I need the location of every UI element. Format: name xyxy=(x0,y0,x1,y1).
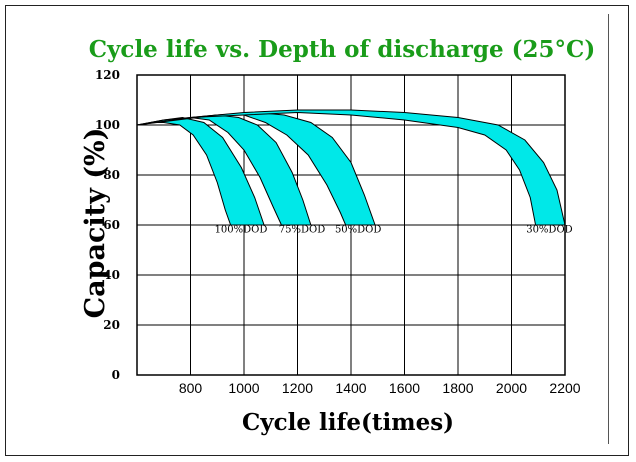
y-tick-label: 80 xyxy=(103,168,120,182)
y-tick-label: 20 xyxy=(103,318,120,332)
x-axis-label: Cycle life(times) xyxy=(242,409,454,436)
band-100pctdod xyxy=(136,116,265,226)
band-label: 30%DOD xyxy=(526,225,572,236)
x-tick-label: 1800 xyxy=(442,380,473,396)
frame-inner-line xyxy=(608,14,609,444)
x-tick-label: 2000 xyxy=(496,380,527,396)
y-tick-label: 0 xyxy=(112,368,120,382)
chart-frame xyxy=(5,5,629,456)
band-label: 100%DOD xyxy=(215,225,268,236)
y-tick-label: 40 xyxy=(103,268,120,282)
x-tick-label: 1400 xyxy=(335,380,366,396)
x-tick-label: 2200 xyxy=(549,380,580,396)
annotations: 100%DOD 75%DOD 50%DOD 30%DOD xyxy=(215,225,573,236)
y-tick-label: 100 xyxy=(95,118,120,132)
y-tick-label: 120 xyxy=(95,68,120,82)
x-tick-label: 1200 xyxy=(282,380,313,396)
y-axis-ticks: 0 20 40 60 80 100 120 xyxy=(95,68,120,382)
x-tick-label: 800 xyxy=(179,380,203,396)
y-tick-label: 60 xyxy=(103,218,120,232)
band-label: 50%DOD xyxy=(335,225,381,236)
x-axis-ticks: 800 1000 1200 1400 1600 1800 2000 2200 xyxy=(179,380,581,396)
grid-overlay xyxy=(136,74,566,376)
band-30pctdod xyxy=(136,109,566,226)
x-tick-label: 1000 xyxy=(228,380,259,396)
band-label: 75%DOD xyxy=(279,225,325,236)
x-tick-label: 1600 xyxy=(389,380,420,396)
plot-border xyxy=(136,74,566,376)
chart-title: Cycle life vs. Depth of discharge (25°C) xyxy=(89,36,595,63)
bands xyxy=(136,109,566,226)
y-axis-label: Capacity (%) xyxy=(80,128,111,319)
